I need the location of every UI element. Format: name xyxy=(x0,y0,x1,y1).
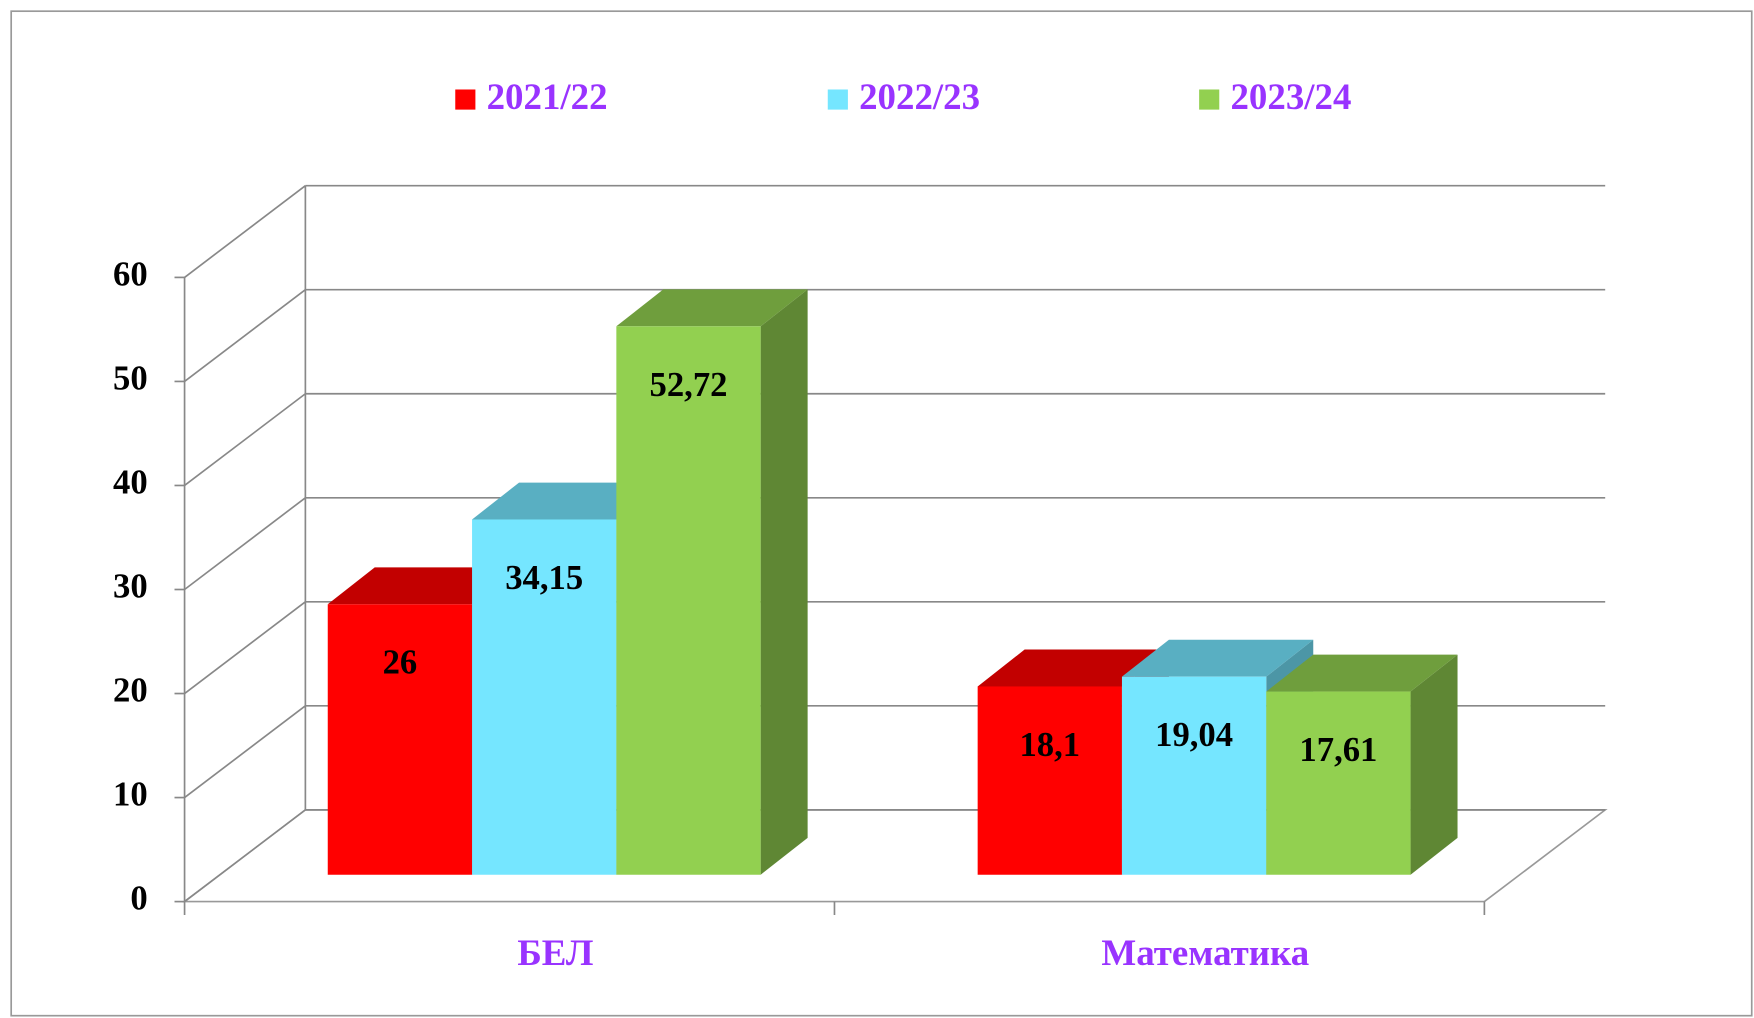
y-tick-label: 40 xyxy=(113,463,148,501)
grid-line xyxy=(184,601,306,695)
bar-top xyxy=(1121,639,1314,677)
legend-label: 2023/24 xyxy=(1230,76,1351,117)
grid-line xyxy=(184,185,306,279)
bar-top xyxy=(616,289,808,327)
frame xyxy=(10,10,1753,1017)
legend-label: 2021/22 xyxy=(487,76,608,117)
y-tick-label: 0 xyxy=(130,880,147,918)
bar xyxy=(616,326,761,875)
chart-area: 0 10 20 30 40 50 60 2021/22 2022/23 2023/24 26 34,1… xyxy=(10,10,1753,1017)
value-label: 17,61 xyxy=(1299,731,1377,769)
bar-top xyxy=(1266,654,1458,692)
legend-swatch xyxy=(827,89,848,110)
bar xyxy=(977,686,1122,875)
grid-line xyxy=(184,497,306,591)
y-tick-label: 10 xyxy=(113,776,148,814)
y-tick-label: 20 xyxy=(113,671,148,709)
value-label: 18,1 xyxy=(1019,726,1080,764)
y-tick-label: 60 xyxy=(113,255,148,293)
bar xyxy=(327,604,473,875)
bar-side xyxy=(760,289,808,875)
value-label: 52,72 xyxy=(650,366,728,404)
value-label: 26 xyxy=(383,644,418,682)
x-tick-label: Математика xyxy=(1101,932,1309,973)
grid-line xyxy=(184,809,306,903)
bar-top xyxy=(327,567,520,605)
y-tick-label: 30 xyxy=(113,567,148,605)
bar xyxy=(472,519,617,875)
value-label: 34,15 xyxy=(505,559,583,597)
value-label: 19,04 xyxy=(1155,716,1233,754)
grid-line xyxy=(184,289,306,383)
grid-line xyxy=(184,393,306,487)
bar-top xyxy=(472,482,664,520)
legend-swatch xyxy=(1199,89,1220,110)
bar-side xyxy=(1410,654,1458,875)
grid-line xyxy=(184,705,306,799)
x-tick-label: БЕЛ xyxy=(517,932,593,973)
legend-label: 2022/23 xyxy=(859,76,980,117)
bar-top xyxy=(977,649,1169,687)
legend-swatch xyxy=(455,89,476,110)
y-tick-label: 50 xyxy=(113,359,148,397)
bar xyxy=(1266,691,1411,875)
bar xyxy=(1121,676,1267,875)
